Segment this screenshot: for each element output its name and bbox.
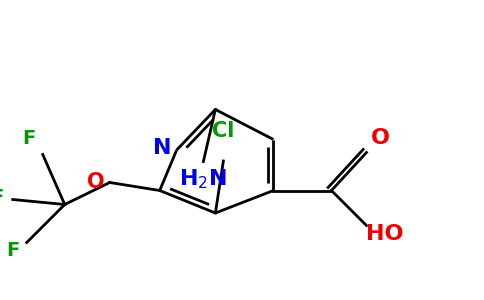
Text: Cl: Cl xyxy=(212,121,235,141)
Text: F: F xyxy=(6,241,19,260)
Text: H$_2$N: H$_2$N xyxy=(180,168,227,191)
Text: O: O xyxy=(87,172,105,193)
Text: F: F xyxy=(22,129,35,148)
Text: HO: HO xyxy=(366,224,403,244)
Text: N: N xyxy=(153,138,172,158)
Text: F: F xyxy=(0,188,3,207)
Text: O: O xyxy=(371,128,390,148)
